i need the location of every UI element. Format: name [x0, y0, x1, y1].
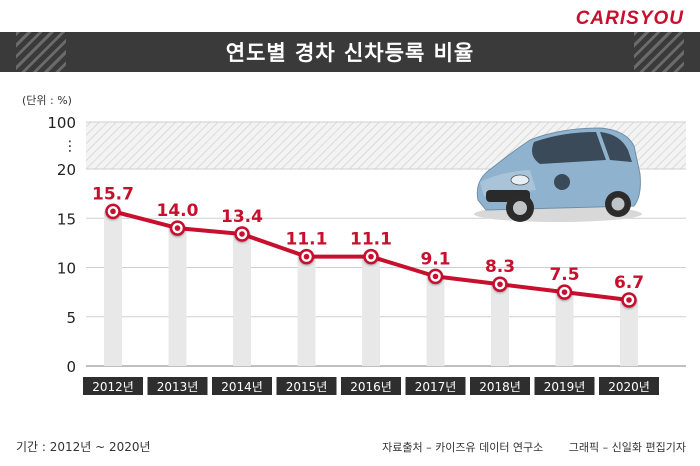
x-tick-label: 2016년: [350, 380, 392, 394]
x-tick-label: 2012년: [92, 380, 134, 394]
y-tick-label: 100: [47, 114, 76, 132]
car-window: [532, 132, 606, 164]
data-point-center: [303, 253, 310, 260]
data-label: 13.4: [221, 207, 263, 227]
bar: [491, 284, 509, 366]
title-bar: 연도별 경차 신차등록 비율: [0, 32, 700, 72]
bar: [555, 292, 574, 366]
data-label: 11.1: [350, 230, 392, 250]
footer-credits: 자료출처 – 카이즈유 데이터 연구소 그래픽 – 신일화 편집기자: [382, 439, 686, 455]
x-tick-label: 2020년: [608, 380, 650, 394]
data-point-center: [432, 273, 439, 280]
chart-title: 연도별 경차 신차등록 비율: [225, 41, 475, 65]
bar: [426, 276, 445, 366]
x-label-box: [341, 377, 401, 395]
title-stripes-right: [634, 32, 684, 72]
x-tick-label: 2018년: [479, 380, 521, 394]
x-tick-label: 2015년: [286, 380, 328, 394]
data-point-center: [174, 225, 181, 231]
footer-source: 자료출처 – 카이즈유 데이터 연구소: [382, 441, 544, 454]
data-point-center: [561, 289, 568, 295]
data-label: 9.1: [420, 249, 450, 269]
x-label-box: [534, 377, 595, 395]
x-label-box: [147, 377, 208, 395]
y-tick-label: 0: [66, 358, 76, 376]
x-label-box: [470, 377, 530, 395]
x-label-box: [212, 377, 272, 395]
x-tick-label: 2017년: [415, 380, 457, 394]
car-rear-window: [600, 132, 632, 162]
y-tick-label: 20: [57, 161, 76, 179]
x-label-box: [405, 377, 466, 395]
bar: [104, 211, 122, 366]
data-point-center: [368, 253, 374, 260]
x-label-box: [83, 377, 143, 395]
x-tick-label: 2014년: [221, 380, 263, 394]
car-mirror: [554, 174, 570, 190]
x-label-box: [276, 377, 337, 395]
footer-period: 기간 : 2012년 ~ 2020년: [16, 440, 151, 454]
car-illustration: [474, 127, 642, 222]
x-tick-label: 2019년: [544, 380, 586, 394]
y-tick-label: 15: [57, 210, 76, 228]
bar: [297, 256, 316, 366]
bar: [620, 300, 638, 366]
footer-graphic: 그래픽 – 신일화 편집기자: [568, 441, 686, 454]
x-tick-label: 2013년: [157, 380, 199, 394]
data-point-center: [110, 208, 116, 215]
axis-break-mark: ⋮: [63, 139, 77, 155]
data-label: 8.3: [485, 257, 515, 277]
data-label: 11.1: [286, 230, 328, 250]
y-tick-label: 5: [66, 309, 76, 327]
data-label: 14.0: [157, 201, 199, 221]
data-point-center: [239, 231, 245, 237]
brand-logo: CARISYOU: [575, 8, 684, 29]
bar: [362, 256, 380, 366]
data-point-center: [626, 297, 632, 303]
y-tick-label: 10: [57, 260, 76, 278]
car-headlight: [510, 174, 530, 186]
title-stripes-left: [16, 32, 66, 72]
data-label: 6.7: [614, 273, 644, 293]
bar: [168, 228, 187, 366]
data-label: 15.7: [92, 184, 134, 204]
car-rear-rim: [611, 197, 625, 211]
data-point-center: [497, 281, 503, 288]
bar: [233, 234, 251, 366]
car-front-rim: [513, 201, 527, 215]
x-label-box: [599, 377, 659, 395]
unit-label: (단위 : %): [22, 94, 72, 107]
data-label: 7.5: [549, 265, 579, 285]
